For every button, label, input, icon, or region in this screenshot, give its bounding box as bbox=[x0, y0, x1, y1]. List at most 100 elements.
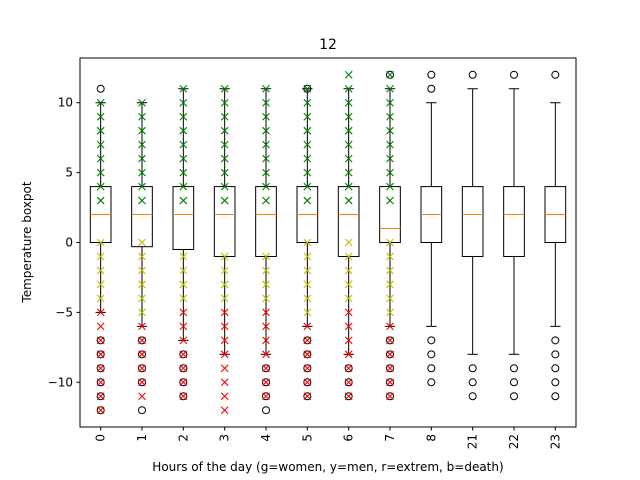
green-point bbox=[386, 112, 394, 121]
green-point bbox=[262, 182, 270, 191]
x-stroke bbox=[303, 112, 312, 121]
x-stroke bbox=[344, 322, 353, 331]
green-point bbox=[303, 98, 312, 107]
red-point bbox=[344, 336, 353, 345]
x-stroke bbox=[138, 280, 146, 289]
x-stroke bbox=[262, 378, 270, 387]
flier-point bbox=[138, 364, 146, 373]
x-stroke bbox=[220, 308, 229, 317]
red-point bbox=[344, 392, 353, 401]
green-point bbox=[138, 126, 146, 135]
flier-point bbox=[303, 336, 312, 345]
x-stroke bbox=[179, 322, 188, 331]
x-stroke bbox=[96, 238, 105, 247]
x-stroke bbox=[179, 182, 188, 191]
x-tick-label: 22 bbox=[507, 434, 521, 449]
yellow-point bbox=[220, 266, 229, 275]
x-stroke bbox=[96, 308, 105, 317]
yellow-point bbox=[386, 280, 394, 289]
green-point bbox=[220, 112, 229, 121]
box-body bbox=[172, 186, 195, 250]
x-stroke bbox=[220, 364, 229, 373]
x-axis-label: Hours of the day (g=women, y=men, r=extr… bbox=[152, 460, 503, 474]
flier-point bbox=[551, 70, 560, 79]
flier-point bbox=[468, 392, 477, 401]
x-stroke bbox=[262, 266, 270, 275]
x-stroke bbox=[303, 294, 312, 303]
red-point bbox=[344, 364, 353, 373]
x-tick-label: 21 bbox=[466, 434, 480, 449]
flier-point bbox=[551, 350, 560, 359]
x-stroke bbox=[220, 392, 229, 401]
flier-point bbox=[138, 406, 146, 415]
red-point bbox=[138, 322, 146, 331]
x-stroke bbox=[179, 392, 188, 401]
red-point bbox=[303, 364, 312, 373]
flier-point bbox=[468, 378, 477, 387]
flier-point bbox=[468, 70, 477, 79]
flier-point bbox=[386, 70, 394, 79]
red-point bbox=[179, 364, 188, 373]
flier-point bbox=[262, 406, 270, 415]
green-point bbox=[138, 112, 146, 121]
x-stroke bbox=[386, 308, 394, 317]
x-stroke bbox=[96, 252, 105, 261]
x-stroke bbox=[344, 308, 353, 317]
red-point bbox=[386, 378, 394, 387]
green-point bbox=[262, 112, 270, 121]
x-stroke bbox=[262, 154, 270, 163]
x-stroke bbox=[386, 252, 394, 261]
red-point bbox=[138, 350, 146, 359]
green-point bbox=[179, 84, 188, 93]
flier-point bbox=[427, 364, 436, 373]
yellow-point bbox=[386, 238, 394, 247]
x-axis: 0 1 2 3 4 5 6 7 8 21 22 23 bbox=[94, 427, 562, 449]
yellow-point bbox=[138, 252, 146, 261]
x-stroke bbox=[138, 98, 146, 107]
y-tick-label: −5 bbox=[55, 305, 73, 319]
x-stroke bbox=[386, 266, 394, 275]
flier-point bbox=[96, 364, 105, 373]
box-body bbox=[337, 186, 360, 257]
green-point bbox=[344, 168, 353, 177]
x-stroke bbox=[179, 350, 188, 359]
flier-point bbox=[262, 392, 270, 401]
green-point bbox=[96, 154, 105, 163]
flier-point bbox=[262, 364, 270, 373]
x-stroke bbox=[96, 266, 105, 275]
red-point bbox=[344, 308, 353, 317]
x-tick-label: 6 bbox=[342, 434, 356, 442]
yellow-point bbox=[303, 280, 312, 289]
green-point bbox=[303, 182, 312, 191]
x-stroke bbox=[386, 140, 394, 149]
yellow-point bbox=[138, 294, 146, 303]
green-point bbox=[179, 182, 188, 191]
green-point bbox=[138, 182, 146, 191]
red-point bbox=[179, 322, 188, 331]
red-point bbox=[386, 350, 394, 359]
box-1 bbox=[131, 102, 153, 415]
x-stroke bbox=[344, 280, 353, 289]
x-stroke bbox=[138, 168, 146, 177]
red-point bbox=[344, 322, 353, 331]
yellow-point bbox=[179, 252, 188, 261]
red-point bbox=[179, 336, 188, 345]
box-21 bbox=[461, 70, 484, 401]
x-stroke bbox=[96, 112, 105, 121]
yellow-point bbox=[303, 266, 312, 275]
red-point bbox=[303, 336, 312, 345]
x-stroke bbox=[262, 294, 270, 303]
x-stroke bbox=[386, 294, 394, 303]
x-stroke bbox=[262, 84, 270, 93]
x-stroke bbox=[303, 154, 312, 163]
green-point bbox=[96, 126, 105, 135]
green-point bbox=[138, 98, 146, 107]
x-stroke bbox=[344, 266, 353, 275]
box-body bbox=[255, 186, 277, 257]
green-point bbox=[386, 98, 394, 107]
yellow-point bbox=[96, 238, 105, 247]
green-point bbox=[344, 182, 353, 191]
green-point bbox=[179, 126, 188, 135]
x-stroke bbox=[179, 378, 188, 387]
